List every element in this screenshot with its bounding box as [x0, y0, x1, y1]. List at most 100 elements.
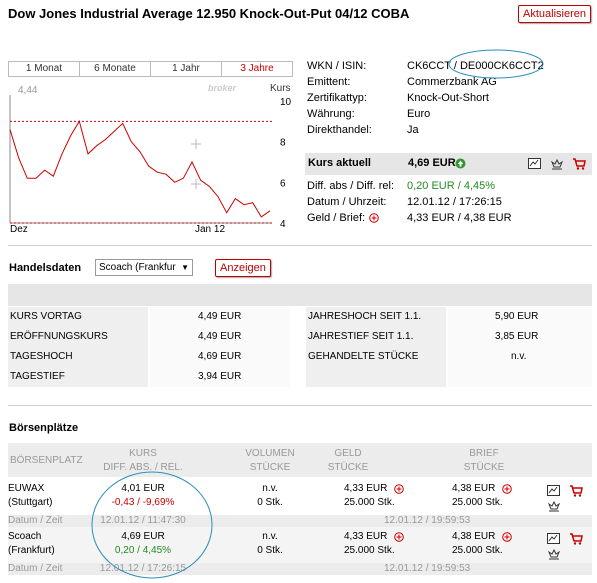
hd-value-tagestief: 3,94 EUR: [198, 371, 242, 382]
col-volumen: VOLUMEN: [245, 448, 295, 459]
info-label: Zertifikattyp:: [307, 92, 367, 104]
watch-icon[interactable]: [547, 548, 561, 560]
hd-value-tageshoch: 4,69 EUR: [198, 351, 242, 362]
x-tick-jan12: Jan 12: [195, 224, 225, 235]
hd-value-kurs-vortag: 4,49 EUR: [198, 311, 242, 322]
row-vol: n.v.: [262, 483, 278, 494]
hd-label-tagestief: TAGESTIEF: [10, 371, 65, 382]
cart-icon[interactable]: [572, 157, 586, 170]
up-arrow-icon: [455, 158, 466, 169]
diff-value: 0,20 EUR / 4,45%: [407, 180, 496, 192]
info-value: Ja: [407, 124, 419, 136]
page-title: Dow Jones Industrial Average 12.950 Knoc…: [8, 6, 410, 21]
left-value-bg: [150, 307, 290, 387]
col-kurs: KURS: [129, 448, 157, 459]
date-label: Datum / Zeit: [8, 563, 63, 574]
plus-circle-icon[interactable]: [369, 213, 379, 223]
hd-label-gehandelte-stuecke: GEHANDELTE STÜCKE: [308, 351, 419, 362]
boersen-table: BÖRSENPLATZ KURS DIFF. ABS. / REL. VOLUM…: [8, 443, 592, 577]
row-platz-name: Scoach: [8, 531, 42, 542]
geld-brief-label: Geld / Brief:: [307, 212, 366, 224]
plus-circle-icon[interactable]: [502, 532, 512, 542]
col-geld: GELD: [334, 448, 362, 459]
plus-circle-icon[interactable]: [394, 532, 404, 542]
handelsdaten-table: KURS VORTAG 4,49 EUR ERÖFFNUNGSKURS 4,49…: [8, 307, 592, 387]
info-label: WKN / ISIN:: [307, 60, 367, 72]
watch-icon[interactable]: [550, 158, 564, 170]
row-diff: 0,20 / 4,45%: [114, 545, 172, 556]
plus-circle-icon[interactable]: [394, 484, 404, 494]
chart-kurs-label: Kurs: [270, 83, 291, 94]
row-diff: -0,43 / -9,69%: [111, 497, 175, 508]
row-brief: 4,38 EUR: [452, 483, 496, 494]
boersenplaetze-title: Börsenplätze: [9, 422, 79, 434]
hd-value-jahreshoch: 5,90 EUR: [495, 311, 539, 322]
date-value: 12.01.12 / 11:47:30: [100, 515, 186, 526]
tab-6-monate[interactable]: 6 Monate: [79, 61, 151, 77]
y-tick-label: 6: [280, 178, 286, 189]
cart-icon[interactable]: [569, 484, 583, 497]
plus-circle-icon[interactable]: [502, 484, 512, 494]
hd-value-jahrestief: 3,85 EUR: [495, 331, 539, 342]
row-vol: n.v.: [262, 531, 278, 542]
chart-icon[interactable]: [547, 485, 560, 497]
row-kurs: 4,69 EUR: [121, 531, 165, 542]
hd-label-tageshoch: TAGESHOCH: [10, 351, 73, 362]
info-label: Währung:: [307, 108, 355, 120]
x-tick-dez: Dez: [10, 224, 28, 235]
chart-top-value: 4,44: [18, 85, 38, 96]
right-value-bg: [448, 307, 592, 387]
row-vol-stk: 0 Stk.: [257, 497, 283, 508]
date-value-2: 12.01.12 / 19:59:53: [384, 515, 471, 526]
info-label: Emittent:: [307, 76, 351, 88]
col-brief: BRIEF: [469, 448, 499, 459]
tab-1-jahr[interactable]: 1 Jahr: [150, 61, 222, 77]
refresh-button[interactable]: Aktualisieren: [518, 5, 591, 23]
left-label-bg: [8, 307, 148, 387]
col-brief-stuecke: STÜCKE: [463, 462, 505, 473]
col-boersenplatz: BÖRSENPLATZ: [10, 455, 83, 466]
chart-period-tabs: 1 Monat 6 Monate 1 Jahr 3 Jahre: [8, 61, 293, 77]
chevron-down-icon: ▼: [181, 263, 189, 272]
boersenplatz-select[interactable]: Scoach (Frankfur ▼: [95, 259, 193, 276]
date-row: Datum / Zeit 12.01.12 / 11:47:30 12.01.1…: [8, 515, 592, 527]
y-tick-label: 8: [280, 138, 286, 149]
datum-value: 12.01.12 / 17:26:15: [407, 196, 502, 208]
row-geld: 4,33 EUR: [344, 483, 388, 494]
row-platz-city: (Frankfurt): [8, 545, 55, 556]
row-platz-name: EUWAX: [8, 483, 45, 494]
y-tick-label: 4: [280, 219, 286, 230]
info-value: CK6CCT / DE000CK6CCT2: [407, 60, 544, 72]
table-row: Scoach (Frankfurt) 4,69 EUR 0,20 / 4,45%…: [8, 527, 592, 563]
row-geld-stk: 25.000 Stk.: [344, 497, 395, 508]
crosshair-icon: [191, 139, 201, 189]
chart-icon[interactable]: [547, 533, 560, 545]
row-brief-stk: 25.000 Stk.: [452, 497, 503, 508]
info-label: Direkthandel:: [307, 124, 372, 136]
col-diff: DIFF. ABS. / REL.: [103, 462, 183, 473]
broker-watermark: broker: [208, 83, 237, 93]
kurs-highlight-circle: [91, 471, 213, 579]
hd-label-jahrestief: JAHRESTIEF SEIT 1.1.: [308, 331, 414, 342]
info-panel: WKN / ISIN: CK6CCT / DE000CK6CCT2 Emitte…: [307, 58, 592, 142]
row-brief: 4,38 EUR: [452, 531, 496, 542]
isin-highlight-circle: [448, 49, 544, 79]
hd-label-eroeffnungskurs: ERÖFFNUNGSKURS: [10, 331, 108, 342]
info-value: Euro: [407, 108, 431, 120]
hd-label-kurs-vortag: KURS VORTAG: [10, 311, 82, 322]
kurs-aktuell-value: 4,69 EUR: [408, 157, 456, 169]
tab-1-monat[interactable]: 1 Monat: [8, 61, 80, 77]
kurs-details: Diff. abs / Diff. rel: 0,20 EUR / 4,45% …: [307, 178, 592, 226]
row-geld: 4,33 EUR: [344, 531, 388, 542]
info-value: Knock-Out-Short: [407, 92, 489, 104]
table-row: EUWAX (Stuttgart) 4,01 EUR -0,43 / -9,69…: [8, 479, 592, 515]
datum-label: Datum / Uhrzeit:: [307, 196, 387, 208]
cart-icon[interactable]: [569, 532, 583, 545]
anzeigen-button[interactable]: Anzeigen: [215, 259, 271, 277]
chart-icon[interactable]: [528, 158, 541, 170]
watch-icon[interactable]: [547, 500, 561, 512]
y-tick-label: 10: [280, 97, 292, 108]
section-divider: [8, 245, 592, 246]
price-chart: 4,44 broker Kurs 10 8 6 4 Dez Jan 12: [9, 83, 292, 235]
tab-3-jahre[interactable]: 3 Jahre: [221, 61, 293, 77]
